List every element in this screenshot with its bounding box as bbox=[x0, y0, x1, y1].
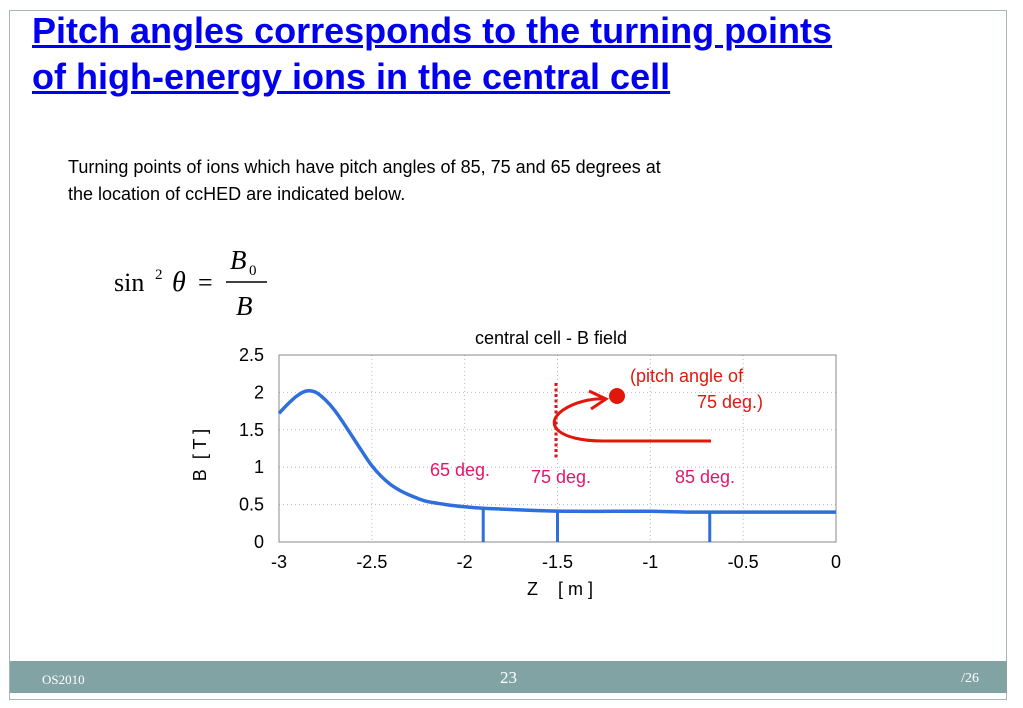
formula-exponent: 2 bbox=[155, 267, 163, 283]
trajectory-arrow-head bbox=[588, 389, 610, 411]
formula-denominator: B bbox=[236, 291, 253, 321]
slide-footer: OS2010 23 /26 bbox=[10, 661, 1007, 693]
marker-label-75-deg: 75 deg. bbox=[531, 467, 591, 487]
formula-equals: = bbox=[198, 268, 213, 297]
chart-markers bbox=[481, 508, 712, 542]
formula-theta: θ bbox=[172, 267, 186, 298]
marker-label-65-deg: 65 deg. bbox=[430, 460, 490, 480]
x-tick-label: -1 bbox=[642, 552, 658, 572]
pitch-angle-formula: sin 2 θ = B 0 B bbox=[114, 245, 267, 321]
b-field-chart: 2.5 2 1.5 1 0.5 0 -3 -2.5 -2 -1.5 -1 -0.5 0 central… bbox=[190, 328, 841, 599]
formula-numerator-subscript: 0 bbox=[249, 263, 257, 279]
footer-event-label: OS2010 bbox=[42, 672, 85, 687]
slide-title: Pitch angles corresponds to the turning … bbox=[32, 8, 992, 100]
b-field-series-line bbox=[277, 388, 836, 514]
x-tick-labels: -3 -2.5 -2 -1.5 -1 -0.5 0 bbox=[271, 552, 841, 572]
y-tick-label: 2 bbox=[254, 382, 264, 402]
annotation-line-2: 75 deg.) bbox=[697, 392, 763, 412]
slide-frame bbox=[9, 10, 1007, 700]
formula-numerator: B bbox=[230, 245, 247, 275]
turning-point-diagram bbox=[552, 383, 711, 458]
body-text: Turning points of ions which have pitch … bbox=[68, 154, 868, 208]
x-tick-label: -2 bbox=[457, 552, 473, 572]
ion-position-dot bbox=[609, 388, 625, 404]
y-tick-label: 0 bbox=[254, 532, 264, 552]
y-axis-label: B [ T ] bbox=[190, 429, 210, 481]
footer-page-total: /26 bbox=[961, 671, 979, 686]
x-tick-label: 0 bbox=[831, 552, 841, 572]
title-line-1: Pitch angles corresponds to the turning … bbox=[32, 10, 833, 51]
chart-title: central cell - B field bbox=[475, 328, 627, 348]
ion-trajectory-path bbox=[552, 397, 711, 443]
x-axis-label: Z [ m ] bbox=[527, 579, 593, 599]
body-line-2: the location of ccHED are indicated belo… bbox=[68, 184, 406, 204]
x-tick-label: -3 bbox=[271, 552, 287, 572]
footer-page-number: 23 bbox=[500, 668, 517, 687]
x-tick-label: -1.5 bbox=[542, 552, 573, 572]
title-line-2: of high-energy ions in the central cell bbox=[32, 56, 671, 97]
marker-label-85-deg: 85 deg. bbox=[675, 467, 735, 487]
formula-sin: sin bbox=[114, 268, 144, 297]
x-tick-label: -2.5 bbox=[356, 552, 387, 572]
body-line-1: Turning points of ions which have pitch … bbox=[68, 157, 661, 177]
annotation-line-1: (pitch angle of bbox=[630, 366, 744, 386]
x-tick-label: -0.5 bbox=[728, 552, 759, 572]
y-tick-labels: 2.5 2 1.5 1 0.5 0 bbox=[239, 345, 264, 552]
y-tick-label: 2.5 bbox=[239, 345, 264, 365]
y-tick-label: 0.5 bbox=[239, 495, 264, 515]
y-tick-label: 1 bbox=[254, 457, 264, 477]
y-tick-label: 1.5 bbox=[239, 420, 264, 440]
